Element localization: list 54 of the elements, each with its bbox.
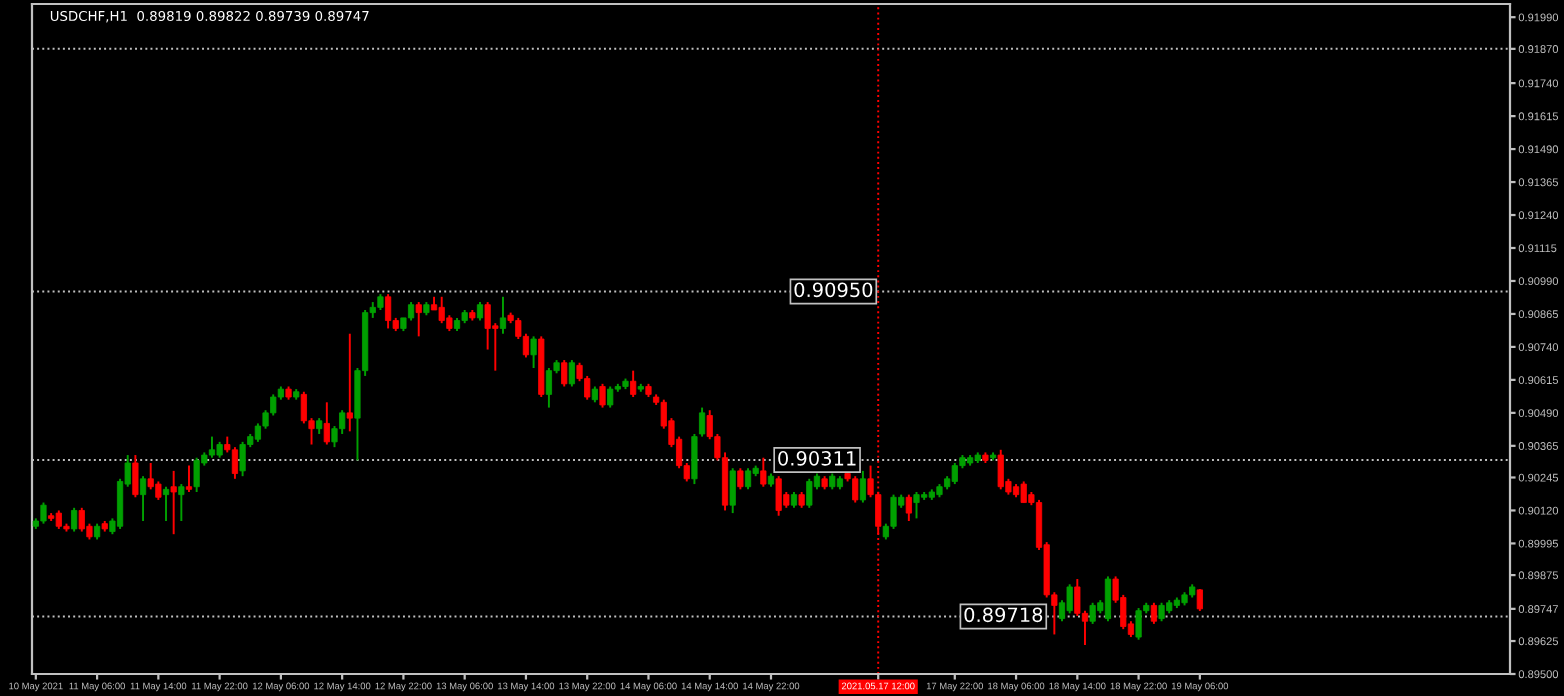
candlestick — [1089, 601, 1096, 625]
ref-line-label: 0.89718 — [964, 607, 1043, 623]
candlestick — [170, 469, 177, 536]
candlestick — [178, 483, 185, 522]
candlestick — [415, 301, 422, 338]
candlestick — [385, 293, 392, 330]
candlestick — [607, 385, 614, 409]
candlestick — [852, 475, 859, 504]
candlestick — [162, 485, 170, 522]
candlestick — [132, 454, 139, 499]
candlestick — [760, 456, 767, 488]
candlestick — [346, 332, 353, 433]
candlestick — [729, 467, 736, 515]
candlestick — [913, 491, 920, 520]
candlestick — [1066, 583, 1073, 615]
candlestick — [905, 493, 912, 522]
candlestick — [1196, 588, 1203, 612]
candlestick — [55, 509, 62, 530]
candlestick — [545, 367, 553, 409]
candlestick — [1104, 575, 1112, 623]
candlestick — [744, 467, 752, 491]
candlestick — [239, 440, 246, 478]
candlestick — [40, 501, 47, 525]
candlestick — [775, 475, 782, 517]
candlestick — [499, 295, 507, 335]
candlestick — [78, 506, 85, 533]
candlestick — [737, 467, 744, 491]
candlestick — [1158, 601, 1165, 623]
candlestick — [599, 382, 606, 409]
candlestick — [1150, 601, 1157, 625]
candlestick — [951, 462, 958, 486]
candlestick — [185, 464, 193, 493]
candlestick — [1135, 607, 1142, 641]
candlestick — [806, 477, 813, 509]
candlestick — [193, 456, 200, 493]
candlestick — [530, 335, 537, 369]
candlestick — [208, 435, 216, 459]
candlestick — [231, 446, 239, 480]
ref-line-label: 0.90311 — [778, 451, 856, 466]
ref-line-label: 0.90950 — [794, 282, 873, 298]
candlestick — [339, 409, 346, 435]
candlestick — [859, 469, 866, 504]
candlestick — [139, 475, 147, 522]
candlestick — [300, 390, 307, 425]
candlestick — [438, 295, 445, 325]
candlestick — [407, 301, 415, 322]
candlestick — [1020, 480, 1027, 504]
candlestick — [71, 506, 78, 533]
candlestick — [476, 301, 484, 322]
candlestick — [561, 359, 568, 388]
candlestick — [568, 359, 575, 388]
candlestick — [997, 448, 1004, 491]
candlestick — [630, 369, 637, 398]
candlestick — [323, 401, 330, 446]
